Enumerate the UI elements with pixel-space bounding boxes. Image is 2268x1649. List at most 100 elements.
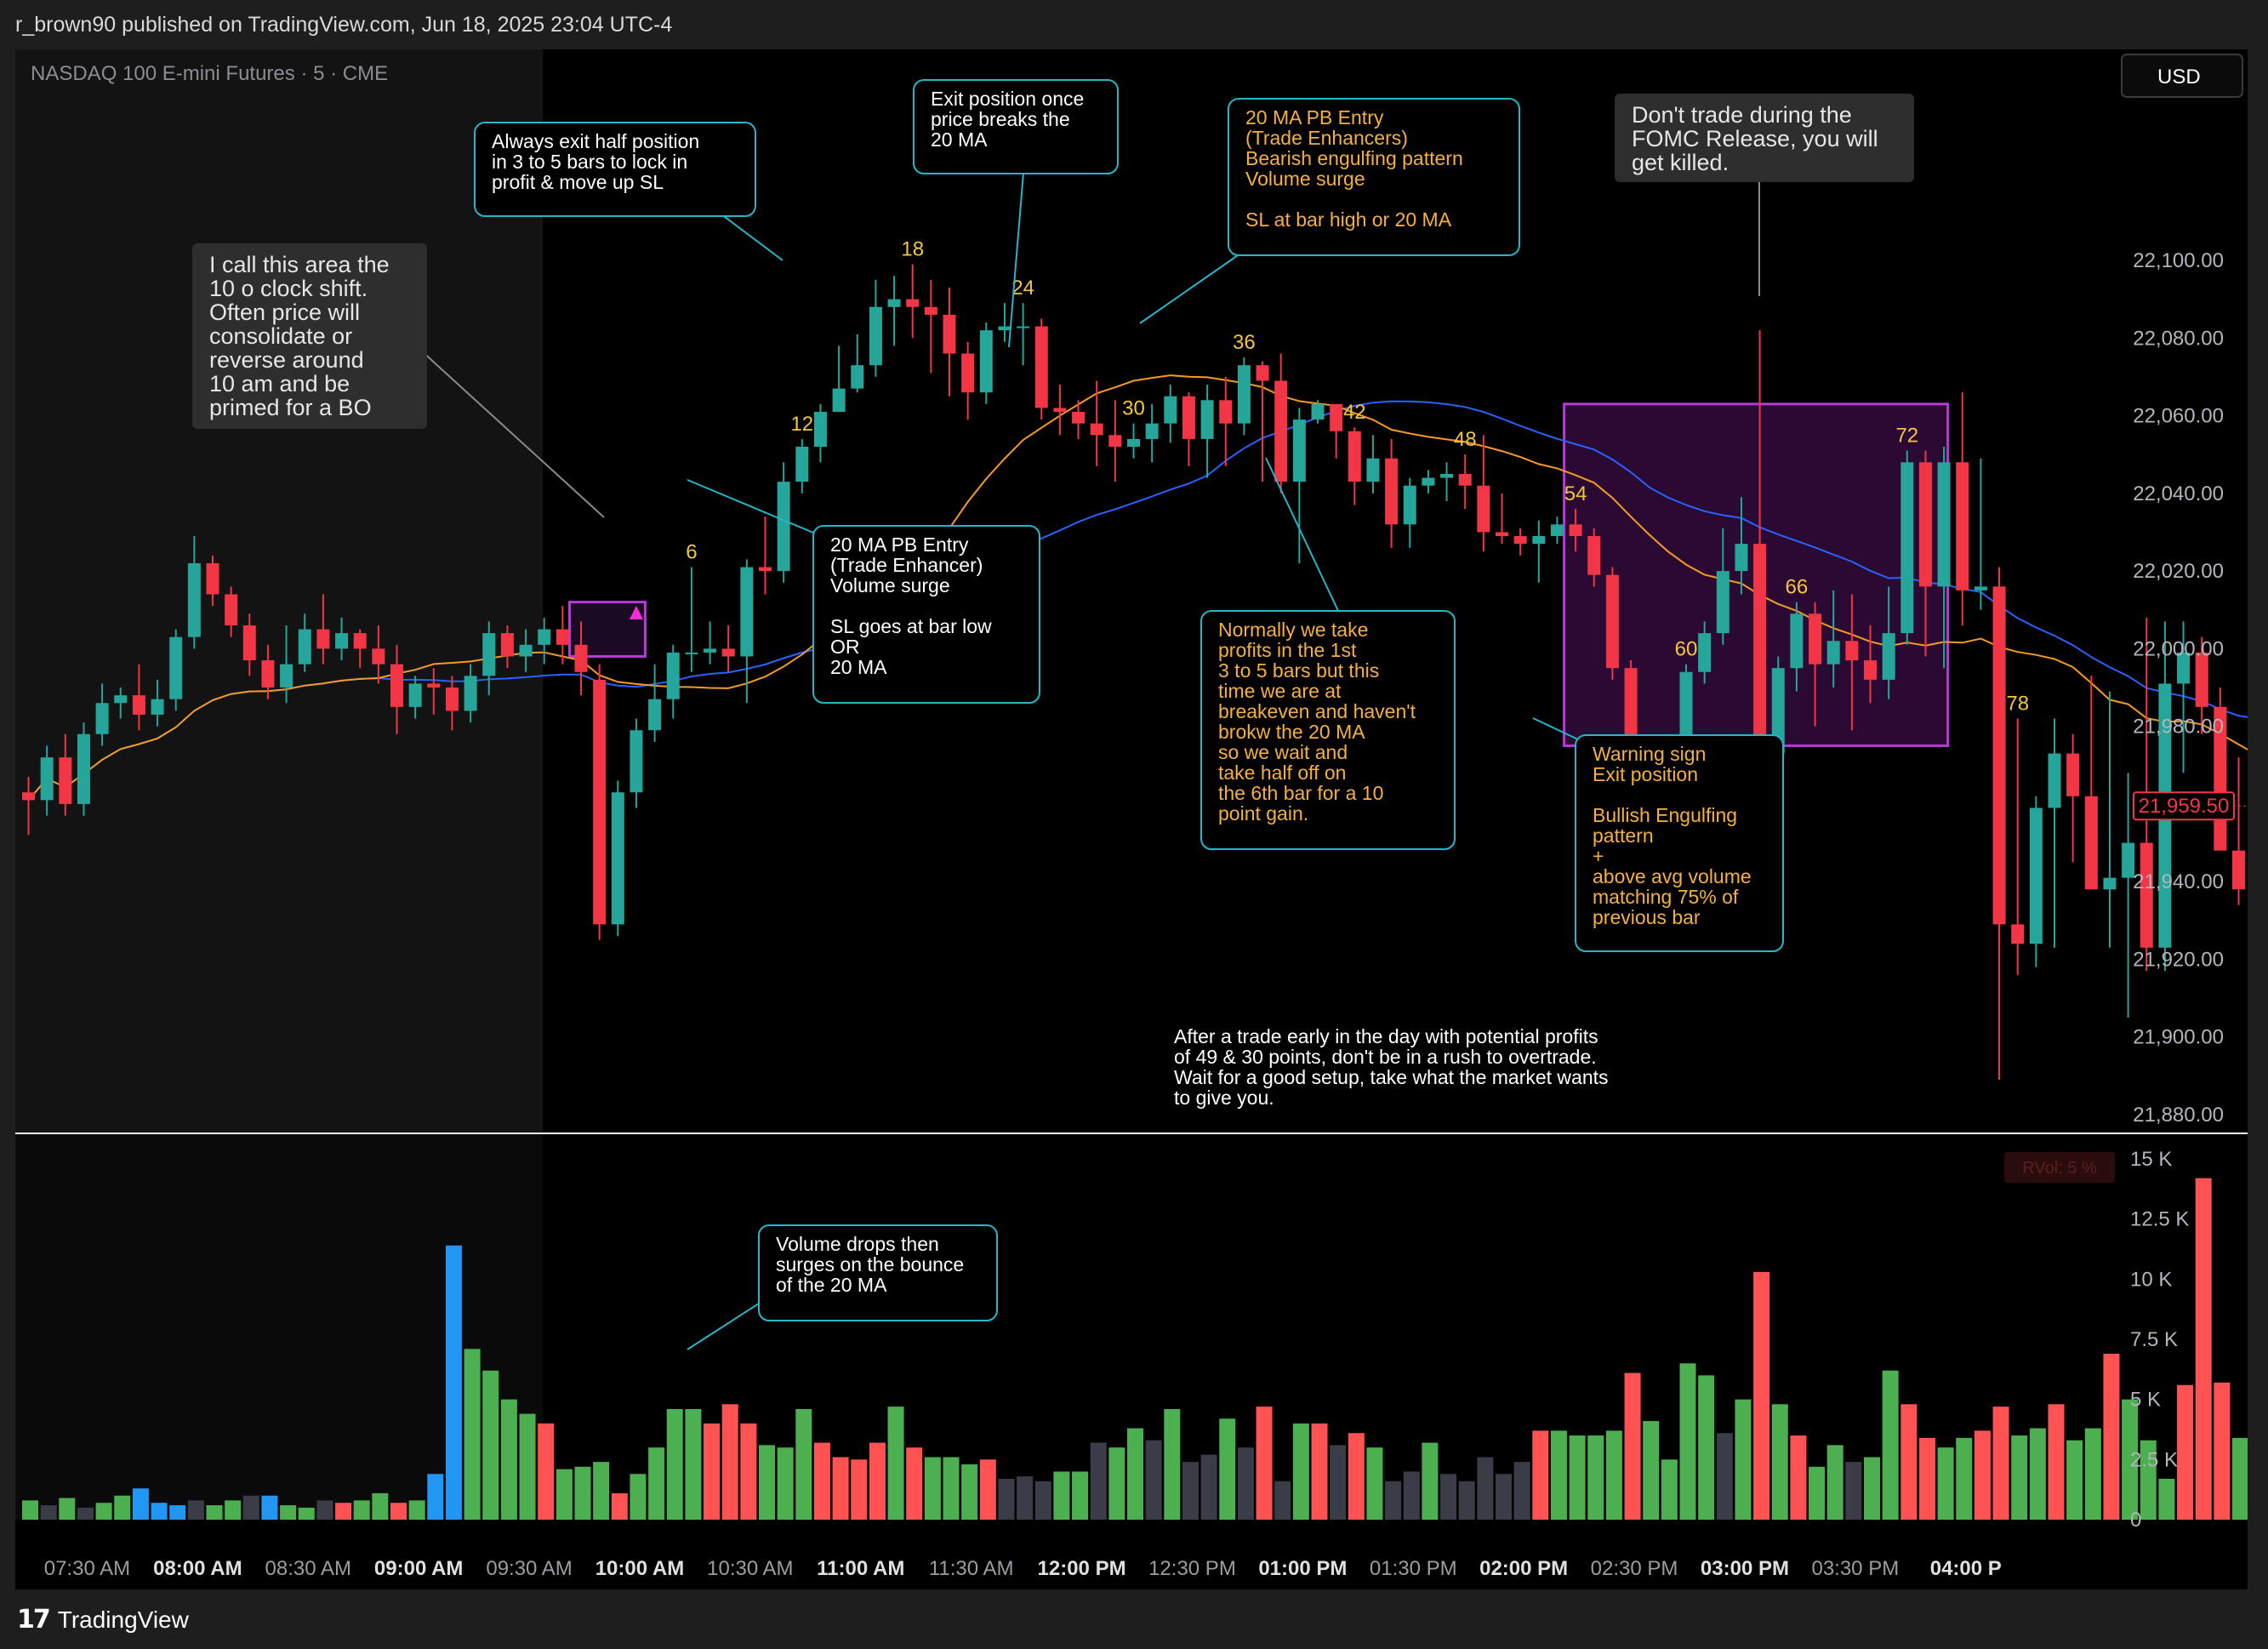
candle-body[interactable] xyxy=(151,699,164,715)
volume-bar[interactable] xyxy=(611,1492,628,1520)
volume-bar[interactable] xyxy=(1403,1471,1420,1520)
volume-bar[interactable] xyxy=(1550,1430,1567,1520)
candle-body[interactable] xyxy=(1017,326,1030,328)
candle-body[interactable] xyxy=(685,652,698,654)
candle-body[interactable] xyxy=(1532,536,1546,545)
candle-body[interactable] xyxy=(1826,641,1840,665)
volume-bar[interactable] xyxy=(979,1459,996,1520)
candle-body[interactable] xyxy=(648,699,662,731)
volume-bar[interactable] xyxy=(95,1503,112,1520)
candle-body[interactable] xyxy=(1918,462,1932,587)
candle-body[interactable] xyxy=(1698,633,1712,672)
volume-bar[interactable] xyxy=(390,1503,407,1520)
candle-body[interactable] xyxy=(1292,419,1306,482)
volume-bar[interactable] xyxy=(1366,1447,1383,1520)
callout-c7[interactable]: Normally we take profits in the 1st 3 to 5… xyxy=(1200,457,1456,850)
volume-bar[interactable] xyxy=(704,1423,721,1520)
candle-body[interactable] xyxy=(1237,365,1251,424)
candle-body[interactable] xyxy=(611,792,624,925)
candle-body[interactable] xyxy=(630,730,643,793)
volume-bar[interactable] xyxy=(1219,1418,1236,1520)
candle-body[interactable] xyxy=(2103,877,2117,890)
volume-bar[interactable] xyxy=(1716,1433,1733,1520)
candle-body[interactable] xyxy=(1127,438,1140,448)
volume-bar[interactable] xyxy=(500,1399,517,1520)
candle-body[interactable] xyxy=(2232,850,2245,890)
candle-body[interactable] xyxy=(2048,753,2061,808)
candle-body[interactable] xyxy=(280,664,293,688)
volume-bar[interactable] xyxy=(1771,1404,1788,1520)
candle-body[interactable] xyxy=(1864,660,1877,680)
candle-body[interactable] xyxy=(187,562,201,637)
candle-body[interactable] xyxy=(1385,458,1399,525)
candle-body[interactable] xyxy=(1219,400,1233,424)
volume-bar[interactable] xyxy=(2177,1384,2194,1520)
volume-bar[interactable] xyxy=(114,1495,131,1520)
candle-body[interactable] xyxy=(721,648,735,657)
candle-body[interactable] xyxy=(832,388,846,412)
candle-body[interactable] xyxy=(316,629,330,649)
volume-bar[interactable] xyxy=(427,1474,444,1520)
candle-body[interactable] xyxy=(1034,326,1048,408)
volume-bar[interactable] xyxy=(445,1245,462,1520)
callout-c4[interactable]: 20 MA PB Entry (Trade Enhancers) Bearish e… xyxy=(1139,98,1520,324)
candle-body[interactable] xyxy=(225,594,238,625)
volume-bar[interactable] xyxy=(1882,1370,1899,1520)
volume-bar[interactable] xyxy=(538,1423,555,1520)
candle-body[interactable] xyxy=(943,314,956,354)
volume-bar[interactable] xyxy=(1532,1430,1549,1520)
volume-bar[interactable] xyxy=(1643,1421,1660,1520)
candle-body[interactable] xyxy=(1716,571,1729,634)
candle-body[interactable] xyxy=(1477,485,1490,533)
volume-bar[interactable] xyxy=(1348,1433,1365,1520)
callout-c8[interactable]: Warning sign Exit position Bullish Engulf… xyxy=(1532,717,1784,952)
candle-body[interactable] xyxy=(2084,796,2098,890)
candle-body[interactable] xyxy=(1072,411,1086,424)
volume-bar[interactable] xyxy=(77,1507,94,1520)
candle-body[interactable] xyxy=(298,629,311,665)
candle-body[interactable] xyxy=(1735,544,1748,572)
candle-body[interactable] xyxy=(1845,641,1859,661)
volume-bar[interactable] xyxy=(1569,1435,1586,1520)
candle-body[interactable] xyxy=(1274,380,1288,482)
candle-body[interactable] xyxy=(887,299,901,307)
volume-bar[interactable] xyxy=(1108,1447,1125,1520)
volume-bar[interactable] xyxy=(40,1505,57,1520)
volume-bar[interactable] xyxy=(1458,1481,1475,1520)
candle-body[interactable] xyxy=(372,648,385,665)
candle-body[interactable] xyxy=(2195,652,2208,707)
volume-bar[interactable] xyxy=(1017,1476,1034,1520)
candle-body[interactable] xyxy=(169,636,183,699)
candle-body[interactable] xyxy=(1900,462,1914,634)
candle-body[interactable] xyxy=(500,633,514,657)
volume-bar[interactable] xyxy=(1072,1471,1089,1520)
candle-body[interactable] xyxy=(1330,403,1343,431)
volume-bar[interactable] xyxy=(1164,1408,1181,1520)
candle-body[interactable] xyxy=(1569,524,1582,537)
volume-bar[interactable] xyxy=(1090,1442,1107,1520)
volume-bar[interactable] xyxy=(777,1447,794,1520)
volume-bar[interactable] xyxy=(685,1408,702,1520)
volume-bar[interactable] xyxy=(1311,1423,1328,1520)
volume-bar[interactable] xyxy=(961,1464,978,1520)
volume-bar[interactable] xyxy=(1477,1457,1494,1520)
volume-bar[interactable] xyxy=(1753,1271,1770,1520)
price-volume-chart[interactable]: 6 12 18 24 30 36 42 48 54 60 66 72 78 22,100.00 22,080… xyxy=(15,49,2248,1589)
volume-bar[interactable] xyxy=(225,1500,242,1520)
volume-bar[interactable] xyxy=(906,1447,923,1520)
candle-body[interactable] xyxy=(1753,544,1767,754)
volume-bar[interactable] xyxy=(2195,1178,2212,1520)
volume-bar[interactable] xyxy=(2214,1382,2231,1520)
volume-bar[interactable] xyxy=(1256,1406,1273,1520)
candle-body[interactable] xyxy=(961,353,975,393)
candle-body[interactable] xyxy=(482,633,496,676)
callout-c1[interactable]: I call this area the 10 o clock shift. Oft… xyxy=(192,243,605,518)
candle-body[interactable] xyxy=(1164,396,1177,424)
volume-bar[interactable] xyxy=(1864,1457,1880,1520)
volume-bar[interactable] xyxy=(1127,1428,1143,1520)
volume-bar[interactable] xyxy=(1237,1447,1254,1520)
candle-body[interactable] xyxy=(464,676,477,711)
volume-bar[interactable] xyxy=(813,1442,830,1520)
volume-bar[interactable] xyxy=(1292,1423,1309,1520)
candle-body[interactable] xyxy=(1513,536,1527,545)
